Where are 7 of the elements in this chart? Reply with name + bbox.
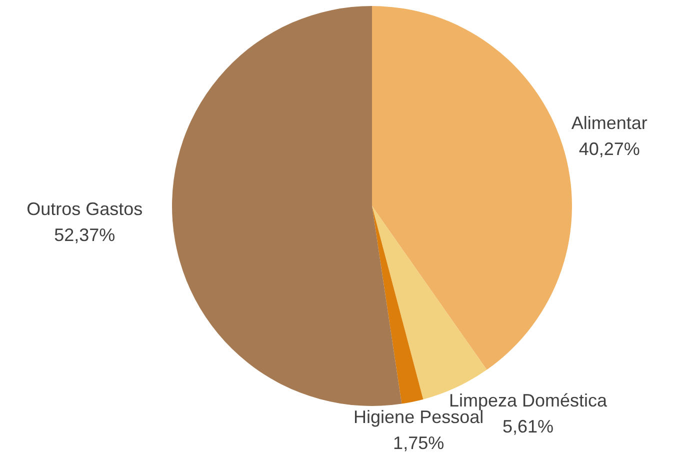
slice-label: Outros Gastos [26, 199, 143, 220]
slice-label: Limpeza Doméstica [448, 390, 608, 411]
data-label: 5,61% [502, 416, 554, 437]
data-label: 52,37% [54, 225, 116, 246]
data-label: 40,27% [578, 138, 640, 159]
slice-label: Alimentar [571, 112, 648, 133]
data-label: 1,75% [393, 433, 444, 454]
